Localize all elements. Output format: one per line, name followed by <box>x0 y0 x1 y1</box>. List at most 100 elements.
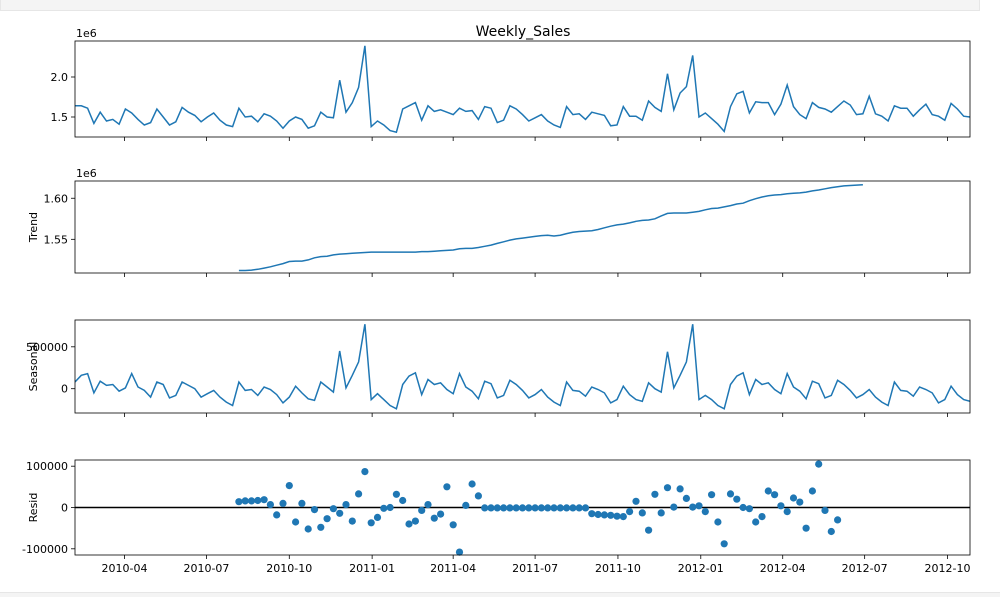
resid-point <box>594 510 602 519</box>
weekly-sales-panel: 1.5 2.0 1e6 <box>51 27 971 141</box>
resid-point <box>815 460 823 468</box>
resid-point <box>720 540 728 548</box>
resid-point <box>399 496 407 505</box>
weekly-sales-ytick-label: 2.0 <box>51 71 69 84</box>
resid-point <box>531 504 539 512</box>
resid-point <box>342 501 350 509</box>
resid-point <box>556 504 564 512</box>
xtick-label: 2012-04 <box>760 562 806 575</box>
resid-point <box>771 491 779 499</box>
xtick-label: 2012-01 <box>678 562 724 575</box>
resid-point <box>254 496 262 505</box>
resid-point <box>500 504 508 512</box>
resid-point <box>607 511 615 519</box>
resid-point <box>708 491 716 499</box>
resid-point <box>777 502 785 510</box>
resid-point <box>455 548 464 556</box>
resid-point <box>405 520 413 528</box>
weekly-sales-axes-frame <box>74 40 971 138</box>
resid-point <box>462 501 470 509</box>
resid-point <box>449 521 457 529</box>
seasonal-ytick-label: 500000 <box>26 341 68 354</box>
resid-point <box>247 497 256 505</box>
top-toolbar-strip <box>0 0 980 11</box>
resid-point <box>689 503 697 511</box>
resid-point <box>796 498 804 506</box>
xtick-label: 2011-01 <box>349 562 395 575</box>
resid-point <box>386 503 394 512</box>
xtick-label: 2010-10 <box>266 562 312 575</box>
resid-point <box>651 490 659 498</box>
resid-point <box>682 494 691 502</box>
resid-point <box>512 504 520 512</box>
resid-point <box>670 503 678 511</box>
resid-point <box>752 518 760 526</box>
resid-point <box>758 513 766 521</box>
resid-axes-frame <box>74 459 971 556</box>
resid-point <box>663 484 672 492</box>
resid-point <box>676 485 684 493</box>
resid-point <box>424 501 432 509</box>
resid-point <box>569 504 577 512</box>
resid-point <box>348 517 356 525</box>
resid-ytick-label: 0 <box>61 502 68 515</box>
resid-ylabel: Resid <box>27 493 40 523</box>
resid-point <box>600 511 609 519</box>
resid-point <box>279 499 287 507</box>
xtick-label: 2010-07 <box>183 562 229 575</box>
figure-title: Weekly_Sales <box>476 24 571 40</box>
resid-point <box>657 509 665 517</box>
resid-point <box>739 503 747 512</box>
trend-series-line <box>238 183 863 272</box>
resid-point <box>336 509 344 517</box>
seasonal-series-line <box>75 324 970 410</box>
resid-point <box>575 504 583 512</box>
resid-point <box>789 494 798 502</box>
resid-point <box>487 504 495 512</box>
resid-point <box>430 514 438 522</box>
resid-point <box>821 506 829 514</box>
resid-point <box>317 523 325 531</box>
trend-axes-frame <box>74 180 971 274</box>
resid-point <box>588 510 596 518</box>
xtick-label: 2012-07 <box>842 562 888 575</box>
bottom-strip <box>0 592 1000 597</box>
resid-point <box>373 513 382 522</box>
resid-point <box>695 502 703 510</box>
resid-point <box>701 508 709 516</box>
resid-point <box>493 504 501 512</box>
trend-panel: 1.55 1.60 1e6 Trend <box>27 167 971 277</box>
trend-ytick-label: 1.60 <box>44 192 69 205</box>
resid-point <box>764 487 772 495</box>
resid-point <box>411 517 419 525</box>
resid-point <box>380 504 388 512</box>
resid-point <box>298 499 306 507</box>
resid-point <box>418 506 426 514</box>
resid-point <box>550 504 558 512</box>
xtick-label: 2011-04 <box>430 562 476 575</box>
resid-point <box>626 508 634 516</box>
resid-point <box>714 518 722 526</box>
resid-point <box>468 480 476 488</box>
xtick-label: 2011-07 <box>512 562 558 575</box>
resid-point <box>241 497 249 505</box>
xtick-label: 2011-10 <box>595 562 641 575</box>
resid-panel: -100000 0 100000 Resid 2010-04 2010-07 2010-10… <box>22 459 971 575</box>
resid-point <box>273 511 281 519</box>
resid-point <box>329 505 337 513</box>
resid-point <box>443 483 451 491</box>
resid-point <box>304 525 312 533</box>
seasonal-ytick-label: 0 <box>61 383 68 396</box>
resid-point <box>285 482 293 490</box>
resid-ytick-label: -100000 <box>22 543 68 556</box>
resid-point <box>581 504 590 512</box>
resid-point <box>827 527 835 536</box>
resid-point <box>808 487 817 495</box>
resid-point <box>437 510 445 518</box>
resid-point <box>235 498 243 506</box>
weekly-sales-offset-label: 1e6 <box>76 27 97 40</box>
resid-point <box>802 524 810 532</box>
resid-point <box>474 492 482 500</box>
